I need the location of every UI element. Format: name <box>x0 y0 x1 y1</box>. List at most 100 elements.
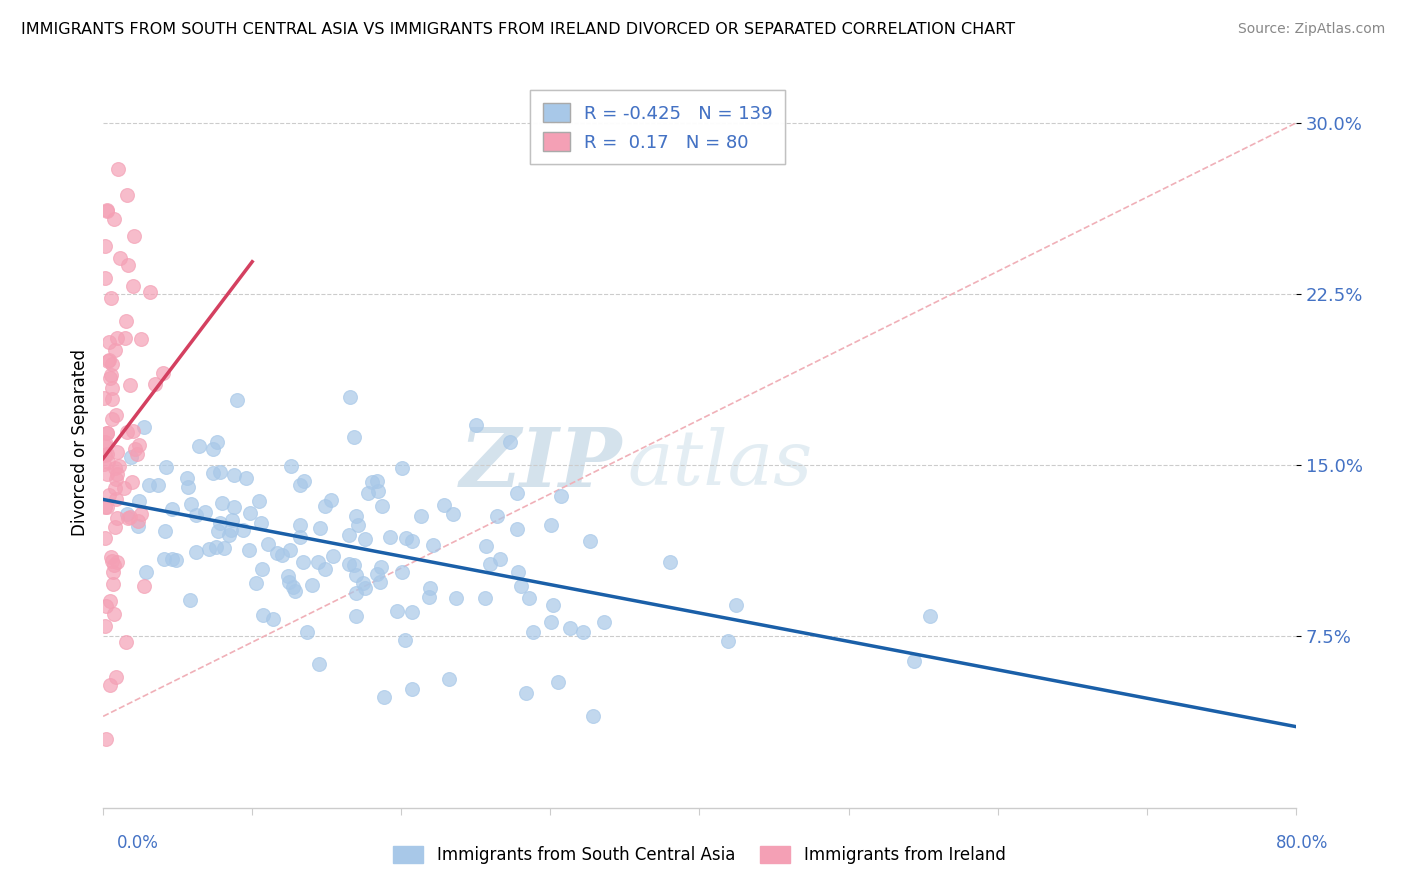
Point <box>550 489 572 503</box>
Point <box>409 508 432 523</box>
Point <box>202 442 225 456</box>
Point <box>94 434 117 449</box>
Point <box>117 259 139 273</box>
Point <box>94 732 117 747</box>
Point <box>101 357 124 371</box>
Point <box>510 579 533 593</box>
Point <box>115 425 138 440</box>
Point <box>247 494 270 508</box>
Point <box>366 474 388 488</box>
Point <box>221 513 243 527</box>
Point <box>208 465 231 479</box>
Point <box>249 516 271 531</box>
Point <box>280 459 302 474</box>
Point <box>506 522 529 536</box>
Point <box>129 507 152 521</box>
Point <box>354 532 377 546</box>
Point <box>98 678 121 692</box>
Point <box>104 481 127 495</box>
Text: 80.0%: 80.0% <box>1277 834 1329 852</box>
Point <box>115 187 138 202</box>
Point <box>180 497 202 511</box>
Point <box>337 557 360 571</box>
Point <box>104 519 127 533</box>
Point <box>121 424 143 438</box>
Point <box>208 516 231 530</box>
Point <box>352 576 374 591</box>
Point <box>107 161 129 176</box>
Text: 0.0%: 0.0% <box>117 834 159 852</box>
Point <box>152 366 174 380</box>
Point <box>357 486 380 500</box>
Point <box>592 615 614 629</box>
Point <box>98 594 121 608</box>
Point <box>222 500 245 514</box>
Point <box>105 445 128 459</box>
Point <box>395 531 418 545</box>
Point <box>105 471 128 485</box>
Point <box>128 494 150 508</box>
Point <box>378 530 401 544</box>
Point <box>96 500 118 514</box>
Point <box>94 239 117 253</box>
Point <box>271 548 294 562</box>
Point <box>98 334 121 349</box>
Point <box>422 538 444 552</box>
Point <box>100 368 122 382</box>
Point <box>283 581 305 595</box>
Point <box>437 672 460 686</box>
Point <box>97 455 120 469</box>
Point <box>124 442 146 456</box>
Point <box>368 574 391 589</box>
Point <box>100 550 122 565</box>
Point <box>235 471 257 485</box>
Point <box>262 612 284 626</box>
Point <box>266 546 288 560</box>
Point <box>184 544 207 558</box>
Point <box>103 565 125 579</box>
Point <box>373 690 395 704</box>
Point <box>506 485 529 500</box>
Point <box>354 581 377 595</box>
Point <box>658 555 681 569</box>
Point <box>93 391 115 405</box>
Point <box>134 579 156 593</box>
Point <box>100 554 122 568</box>
Point <box>94 270 117 285</box>
Point <box>541 598 564 612</box>
Point <box>288 518 311 533</box>
Point <box>96 425 118 440</box>
Point <box>547 674 569 689</box>
Point <box>419 581 441 595</box>
Point <box>201 466 224 480</box>
Point <box>308 657 330 671</box>
Point <box>94 500 117 514</box>
Point <box>176 470 198 484</box>
Point <box>138 477 160 491</box>
Point <box>96 425 118 440</box>
Point <box>433 498 456 512</box>
Point <box>321 492 343 507</box>
Point <box>314 499 336 513</box>
Point <box>124 228 146 243</box>
Point <box>489 552 512 566</box>
Point <box>97 488 120 502</box>
Point <box>309 520 332 534</box>
Point <box>391 460 413 475</box>
Point <box>100 291 122 305</box>
Point <box>165 553 187 567</box>
Point <box>918 608 941 623</box>
Point <box>401 605 423 619</box>
Point <box>205 540 228 554</box>
Point <box>540 615 562 629</box>
Point <box>508 565 530 579</box>
Point <box>221 523 243 537</box>
Point <box>101 577 124 591</box>
Point <box>301 578 323 592</box>
Point <box>96 446 118 460</box>
Point <box>194 505 217 519</box>
Point <box>153 552 176 566</box>
Point <box>218 528 240 542</box>
Point <box>277 569 299 583</box>
Point <box>104 343 127 357</box>
